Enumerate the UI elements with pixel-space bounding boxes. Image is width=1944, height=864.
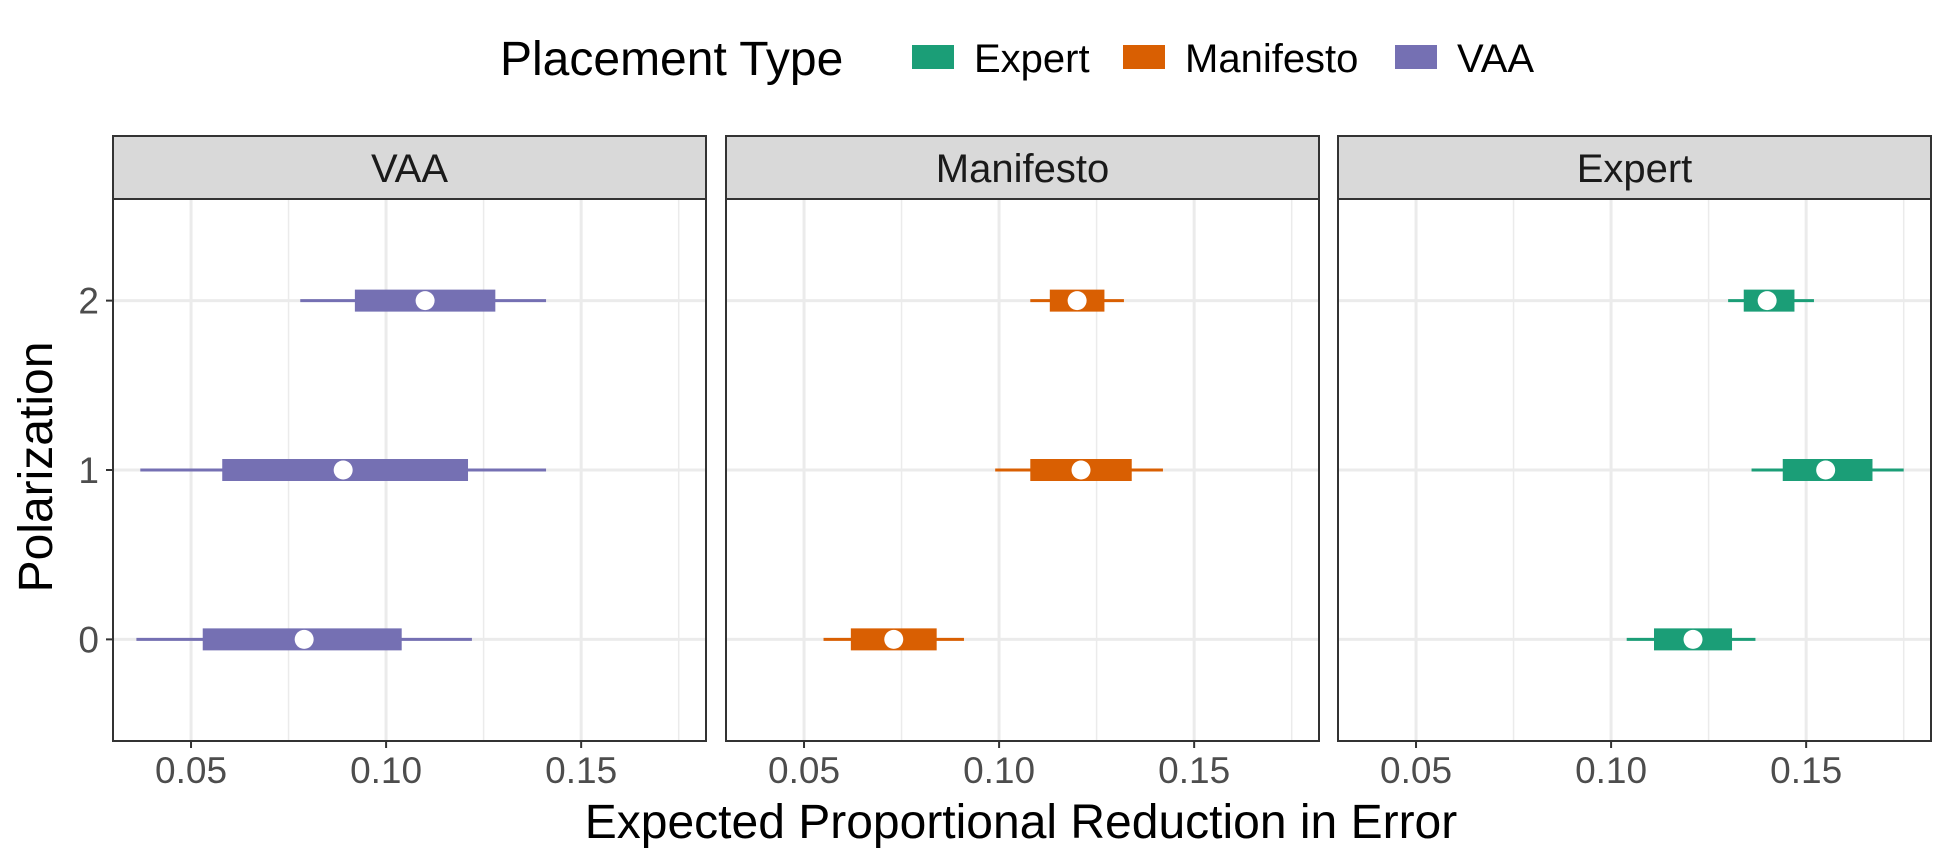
interval-manifesto-2 — [1030, 289, 1124, 312]
interval-expert-0 — [1626, 628, 1756, 651]
x-axis-title: Expected Proportional Reduction in Error — [585, 796, 1457, 849]
panel-vaa: VAA 0.05 0.10 0.15 0 1 2 — [78, 135, 707, 791]
y-tick-label: 2 — [78, 281, 99, 322]
legend-entry-vaa: VAA — [1395, 37, 1534, 81]
strip-vaa — [112, 135, 707, 200]
legend-key-expert — [912, 45, 954, 69]
legend-title: Placement Type — [500, 33, 843, 86]
x-tick-label: 0.10 — [963, 750, 1035, 791]
median-point — [1683, 629, 1703, 649]
interval-vaa-1 — [140, 459, 547, 481]
interval-expert-2 — [1728, 289, 1814, 312]
median-point — [333, 460, 353, 480]
median-point — [1071, 460, 1091, 480]
y-tick-label: 1 — [78, 450, 99, 491]
interval-expert-1 — [1751, 459, 1904, 481]
x-tick-label: 0.15 — [1770, 750, 1842, 791]
legend-key-manifesto — [1123, 45, 1165, 69]
strip-label-expert: Expert — [1577, 147, 1693, 191]
panel-manifesto: Manifesto 0.05 0.10 0.15 — [725, 135, 1320, 791]
y-axis-title: Polarization — [10, 342, 63, 593]
panel-border — [725, 198, 1320, 742]
strip-label-manifesto: Manifesto — [936, 147, 1109, 191]
interval-manifesto-0 — [823, 628, 964, 651]
panel-expert: Expert 0.05 0.10 0.15 — [1337, 135, 1932, 791]
interval-manifesto-1 — [995, 459, 1163, 481]
legend-label-vaa: VAA — [1457, 37, 1534, 81]
median-point — [1757, 291, 1777, 311]
x-tick-label: 0.05 — [1380, 750, 1452, 791]
legend-entry-expert: Expert — [912, 37, 1090, 81]
interval-vaa-2 — [300, 289, 547, 312]
x-tick-label: 0.10 — [1575, 750, 1647, 791]
x-tick-label: 0.05 — [155, 750, 227, 791]
legend-entry-manifesto: Manifesto — [1123, 37, 1358, 81]
legend-key-vaa — [1395, 45, 1437, 69]
median-point — [1816, 460, 1836, 480]
x-tick-label: 0.05 — [768, 750, 840, 791]
x-tick-label: 0.10 — [350, 750, 422, 791]
interval-vaa-0 — [136, 628, 472, 651]
x-tick-label: 0.15 — [545, 750, 617, 791]
legend-label-manifesto: Manifesto — [1185, 37, 1358, 81]
median-point — [294, 629, 314, 649]
strip-label-vaa: VAA — [371, 147, 448, 191]
legend-label-expert: Expert — [974, 37, 1090, 81]
y-tick-label: 0 — [78, 619, 99, 660]
x-tick-label: 0.15 — [1158, 750, 1230, 791]
panel-border — [1337, 198, 1932, 742]
median-point — [1067, 291, 1087, 311]
median-point — [884, 629, 904, 649]
legend: Placement Type Expert Manifesto VAA — [500, 33, 1534, 86]
median-point — [415, 291, 435, 311]
